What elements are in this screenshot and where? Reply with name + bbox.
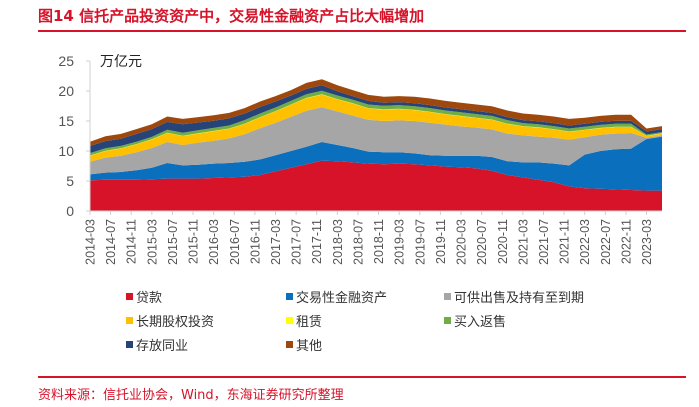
legend-swatch xyxy=(286,341,293,348)
area-layers xyxy=(90,79,662,211)
x-tick-label: 2019-07 xyxy=(413,219,427,265)
y-tick-label: 5 xyxy=(66,173,74,189)
legend-swatch xyxy=(444,293,451,300)
legend-item: 其他 xyxy=(286,335,322,354)
area-series-0 xyxy=(90,160,662,211)
x-tick-label: 2023-03 xyxy=(640,219,654,265)
x-tick-label: 2015-07 xyxy=(166,219,180,265)
legend-label: 可供出售及持有至到期 xyxy=(454,291,585,306)
y-axis-unit-label: 万亿元 xyxy=(100,54,142,70)
x-tick-label: 2017-07 xyxy=(290,219,304,265)
x-tick-label: 2016-11 xyxy=(248,219,262,264)
x-tick-label: 2017-11 xyxy=(310,219,324,264)
y-tick-label: 25 xyxy=(58,53,74,69)
x-axis-ticks: 2014-03 2014-07 2014-11 2015-03 2015-07 2015-… xyxy=(84,211,654,265)
y-axis-ticks: 0 5 10 15 20 25 xyxy=(58,53,90,219)
x-tick-label: 2019-03 xyxy=(393,219,407,265)
legend-swatch xyxy=(126,293,133,300)
source-note: 资料来源：信托业协会，Wind，东海证券研究所整理 xyxy=(38,388,344,403)
y-tick-label: 10 xyxy=(58,143,74,159)
source-divider xyxy=(38,376,686,378)
legend-item: 交易性金融资产 xyxy=(286,287,387,306)
y-tick-label: 0 xyxy=(66,203,74,219)
legend-label: 交易性金融资产 xyxy=(296,291,388,306)
legend-swatch xyxy=(286,317,293,324)
area-series-2 xyxy=(90,107,662,175)
legend-label: 租赁 xyxy=(296,315,323,330)
legend-swatch xyxy=(126,317,133,324)
legend-item: 可供出售及持有至到期 xyxy=(444,287,584,306)
x-tick-label: 2018-07 xyxy=(351,219,365,265)
legend-item: 买入返售 xyxy=(444,311,506,330)
x-tick-label: 2019-11 xyxy=(434,219,448,264)
x-tick-label: 2021-11 xyxy=(558,219,572,264)
legend-item: 贷款 xyxy=(126,287,162,306)
figure-title: 图14 信托产品投资资产中，交易性金融资产占比大幅增加 xyxy=(38,7,425,25)
title-divider xyxy=(38,30,686,32)
legend-swatch xyxy=(126,341,133,348)
legend-swatch xyxy=(286,293,293,300)
legend-label: 其他 xyxy=(296,339,323,354)
legend-label: 长期股权投资 xyxy=(136,315,215,330)
legend-label: 存放同业 xyxy=(136,339,189,354)
x-tick-label: 2014-07 xyxy=(104,219,118,265)
x-tick-label: 2018-03 xyxy=(331,219,345,265)
x-tick-label: 2022-11 xyxy=(619,219,633,264)
y-tick-label: 15 xyxy=(58,113,74,129)
legend-label: 贷款 xyxy=(136,291,163,306)
legend-item: 租赁 xyxy=(286,311,322,330)
x-tick-label: 2020-11 xyxy=(496,219,510,264)
x-tick-label: 2020-03 xyxy=(455,219,469,265)
x-tick-label: 2022-03 xyxy=(578,219,592,265)
x-tick-label: 2016-03 xyxy=(207,219,221,265)
x-tick-label: 2016-07 xyxy=(228,219,242,265)
x-tick-label: 2015-11 xyxy=(187,219,201,264)
x-tick-label: 2020-07 xyxy=(475,219,489,265)
x-tick-label: 2014-03 xyxy=(84,219,98,265)
legend-swatch xyxy=(444,317,451,324)
legend-label: 买入返售 xyxy=(454,315,507,330)
legend-item: 长期股权投资 xyxy=(126,311,214,330)
x-tick-label: 2021-07 xyxy=(537,219,551,265)
x-tick-label: 2014-11 xyxy=(125,219,139,264)
x-tick-label: 2015-03 xyxy=(145,219,159,265)
x-tick-label: 2021-03 xyxy=(516,219,530,265)
x-tick-label: 2022-07 xyxy=(599,219,613,265)
area-series-1 xyxy=(90,136,662,191)
legend-item: 存放同业 xyxy=(126,335,188,354)
x-tick-label: 2018-11 xyxy=(372,219,386,264)
y-tick-label: 20 xyxy=(58,83,74,99)
x-tick-label: 2017-03 xyxy=(269,219,283,265)
